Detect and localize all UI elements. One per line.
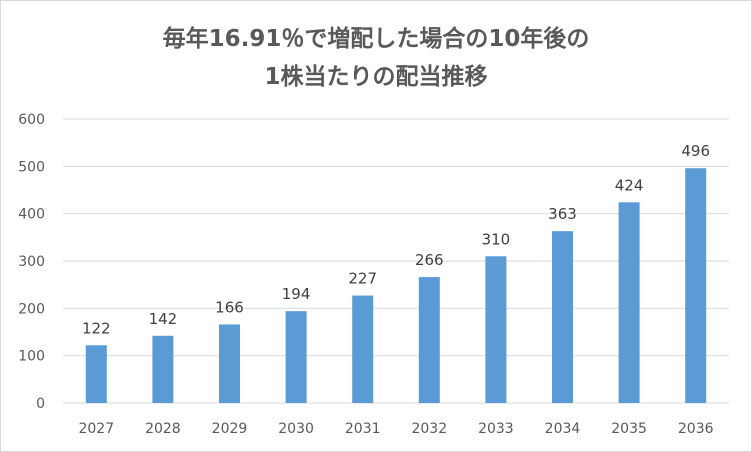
x-tick-label-2029: 2029 xyxy=(212,421,248,437)
y-tick-label-300: 300 xyxy=(18,254,45,270)
x-tick-label-2028: 2028 xyxy=(145,421,181,437)
data-label-2033: 310 xyxy=(482,230,511,248)
bar-2036 xyxy=(685,168,707,403)
bar-2035 xyxy=(618,202,640,403)
data-label-2034: 363 xyxy=(548,205,577,223)
data-label-2031: 227 xyxy=(348,270,377,288)
bar-2029 xyxy=(219,324,240,403)
x-tick-label-2027: 2027 xyxy=(78,421,114,437)
y-tick-label-200: 200 xyxy=(18,301,45,317)
x-tick-label-2036: 2036 xyxy=(678,421,714,437)
x-tick-label-2031: 2031 xyxy=(345,421,381,437)
chart-title-line-1: 毎年16.91％で増配した場合の10年後の xyxy=(162,26,590,52)
bar-2033 xyxy=(485,256,507,403)
data-label-2030: 194 xyxy=(282,285,311,303)
y-tick-label-400: 400 xyxy=(18,207,45,223)
data-label-2029: 166 xyxy=(215,298,244,316)
data-label-2036: 496 xyxy=(681,142,710,160)
y-tick-label-100: 100 xyxy=(18,349,45,365)
data-label-2028: 142 xyxy=(149,310,178,328)
x-tick-label-2034: 2034 xyxy=(545,421,581,437)
x-tick-label-2035: 2035 xyxy=(611,421,647,437)
bar-2030 xyxy=(285,311,307,403)
data-label-2027: 122 xyxy=(82,319,111,337)
bar-2032 xyxy=(418,277,440,403)
y-tick-label-0: 0 xyxy=(36,396,45,412)
bar-2031 xyxy=(352,295,374,403)
bar-2028 xyxy=(152,335,174,403)
x-tick-label-2033: 2033 xyxy=(478,421,514,437)
data-label-2035: 424 xyxy=(615,176,644,194)
bar-2027 xyxy=(85,345,107,403)
bar-2034 xyxy=(552,231,573,403)
y-tick-label-600: 600 xyxy=(18,112,45,128)
data-label-2032: 266 xyxy=(415,251,444,269)
chart-title-line-2: 1株当たりの配当推移 xyxy=(264,64,488,90)
y-tick-label-500: 500 xyxy=(18,159,45,175)
x-tick-label-2032: 2032 xyxy=(411,421,447,437)
x-tick-label-2030: 2030 xyxy=(278,421,314,437)
